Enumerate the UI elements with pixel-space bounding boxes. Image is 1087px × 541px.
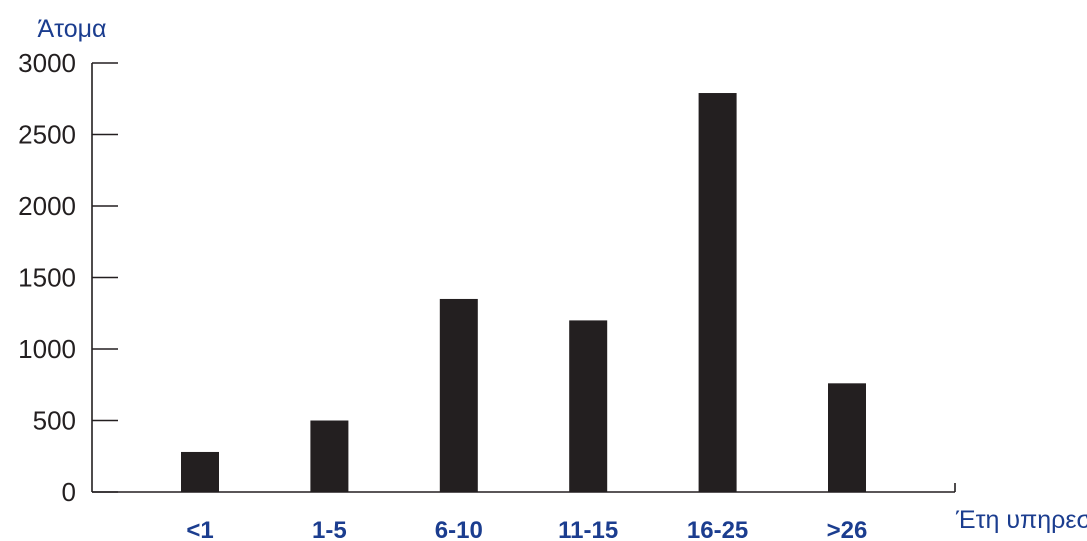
x-tick-label: 11-15 xyxy=(558,517,618,541)
y-tick-label: 0 xyxy=(62,477,76,507)
x-axis-ticks: <1 1-5 6-10 11-15 16-25 >26 xyxy=(186,517,867,541)
y-axis-ticks: 0 500 1000 1500 2000 2500 3000 xyxy=(18,48,118,507)
x-axis-label: Έτη υπηρεσίας xyxy=(955,506,1087,534)
y-tick-label: 2500 xyxy=(18,120,76,150)
x-tick-label: <1 xyxy=(186,517,213,541)
bar-1 xyxy=(181,451,219,492)
x-tick-label: 16-25 xyxy=(687,517,748,541)
y-tick-label: 2000 xyxy=(18,191,76,221)
x-tick-label: 6-10 xyxy=(435,517,483,541)
y-tick-label: 1000 xyxy=(18,334,76,364)
x-tick-label: >26 xyxy=(827,517,868,541)
y-tick-label: 3000 xyxy=(18,48,76,78)
y-axis-label: Άτομα xyxy=(38,15,107,43)
bars-group xyxy=(181,93,866,492)
y-tick-label: 500 xyxy=(33,406,76,436)
bar-6 xyxy=(828,383,866,492)
y-tick-label: 1500 xyxy=(18,263,76,293)
bar-4 xyxy=(569,320,608,492)
bar-2 xyxy=(310,420,349,492)
x-tick-label: 1-5 xyxy=(312,517,347,541)
bar-3 xyxy=(439,298,478,492)
bar-5 xyxy=(698,93,737,492)
